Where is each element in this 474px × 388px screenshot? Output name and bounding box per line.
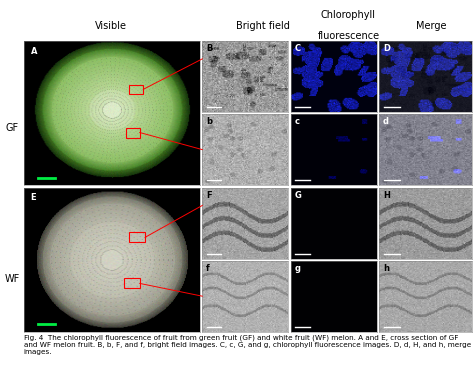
Text: WF: WF [5,274,20,284]
Bar [129,232,145,242]
Text: d: d [383,117,389,126]
Text: A: A [31,47,37,56]
Text: H: H [383,191,390,199]
Text: Visible: Visible [95,21,127,31]
Text: c: c [294,117,299,126]
Text: E: E [31,194,36,203]
Text: GF: GF [6,123,19,133]
Bar [129,85,143,94]
Text: Fig. 4  The chlorophyll fluorescence of fruit from green fruit (GF) and white fr: Fig. 4 The chlorophyll fluorescence of f… [24,334,471,355]
Bar [126,128,140,138]
Text: Bright field: Bright field [237,21,290,31]
Bar [124,278,140,288]
Text: C: C [294,44,301,53]
Text: fluorescence: fluorescence [318,31,380,41]
Text: D: D [383,44,390,53]
Text: b: b [206,117,212,126]
Text: F: F [206,191,211,199]
Text: g: g [294,263,300,273]
Text: B: B [206,44,212,53]
Text: Merge: Merge [416,21,447,31]
Text: h: h [383,263,389,273]
Text: f: f [206,263,210,273]
Text: Chlorophyll: Chlorophyll [321,10,376,21]
Text: G: G [294,191,301,199]
